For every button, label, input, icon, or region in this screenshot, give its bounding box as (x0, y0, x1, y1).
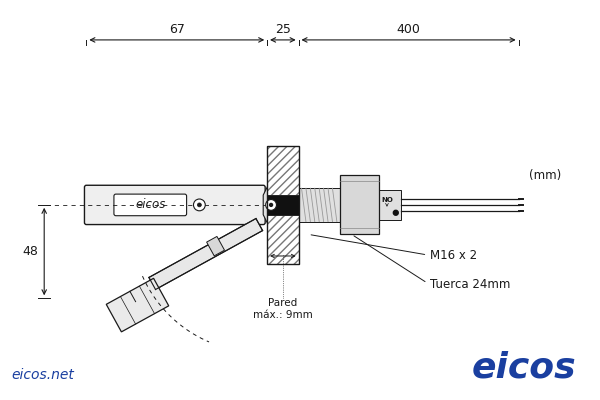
Circle shape (193, 199, 205, 211)
Text: NO: NO (381, 197, 393, 203)
Text: eicos: eicos (135, 198, 166, 212)
Text: 48: 48 (22, 245, 38, 258)
Circle shape (269, 204, 272, 206)
Text: 400: 400 (397, 23, 421, 36)
Text: 67: 67 (169, 23, 185, 36)
Text: (mm): (mm) (529, 169, 561, 182)
Bar (340, 176, 379, 234)
Polygon shape (149, 218, 263, 290)
Bar (299, 188, 340, 222)
Bar (267, 215, 299, 264)
Polygon shape (106, 278, 169, 332)
FancyBboxPatch shape (114, 194, 187, 216)
Polygon shape (263, 183, 269, 226)
Circle shape (197, 203, 202, 207)
Bar (267, 195, 299, 215)
Circle shape (394, 210, 398, 215)
Bar (267, 146, 299, 195)
Text: Pared
máx.: 9mm: Pared máx.: 9mm (253, 298, 313, 320)
FancyBboxPatch shape (85, 185, 265, 224)
Text: 25: 25 (275, 23, 291, 36)
Text: eicos.net: eicos.net (12, 368, 74, 382)
Text: eicos: eicos (472, 351, 576, 385)
Bar (267, 146, 299, 264)
Polygon shape (206, 236, 224, 256)
Bar (379, 190, 401, 220)
Text: M16 x 2: M16 x 2 (311, 235, 477, 262)
Text: Tuerca 24mm: Tuerca 24mm (354, 236, 511, 291)
Circle shape (266, 200, 277, 210)
